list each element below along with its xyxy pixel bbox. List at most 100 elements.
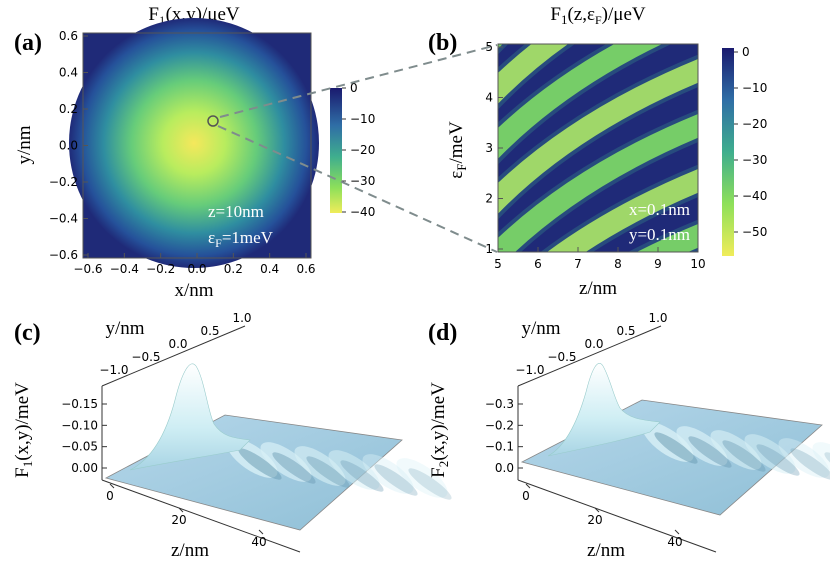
panel-a-y-tick-label: 0.6 bbox=[59, 29, 78, 43]
panel-d-y-tick-label: 1.0 bbox=[648, 311, 667, 325]
panel-d-ripple bbox=[676, 426, 728, 466]
panel-c-ylabel: y/nm bbox=[105, 318, 144, 339]
panel-a-x-tick-label: −0.6 bbox=[73, 262, 102, 276]
panel-d-z-tick-label: −0.1 bbox=[485, 440, 514, 454]
panel-c-zlabel: F1(x,y)/meV bbox=[12, 382, 35, 478]
panel-d-ylabel: y/nm bbox=[521, 318, 560, 339]
panel-d-label: (d) bbox=[428, 320, 457, 346]
panel-d-z-tick-label: 0.0 bbox=[495, 461, 514, 475]
panel-c-y-tick-label: 0.0 bbox=[168, 337, 187, 351]
panel-a-annotation-z: z=10nm bbox=[208, 202, 264, 221]
panel-b-band-halo bbox=[498, 44, 576, 110]
panel-b-y-tick-label: 1 bbox=[485, 242, 493, 256]
panel-b-colorbar-tick-label: −40 bbox=[742, 189, 767, 203]
panel-c-x-tick-mark bbox=[258, 529, 264, 535]
panel-c-y-tick-label: 0.5 bbox=[200, 324, 219, 338]
panel-b-x-tick-label: 8 bbox=[614, 257, 622, 271]
panel-b-y-ticks: 5 4 3 2 1 bbox=[485, 40, 503, 256]
panel-a: (a) F₁(x,y)/μeV −0.6 −0.4 −0.2 0.0 0.2 0.4 0.6… bbox=[14, 4, 375, 301]
panel-d-z-ticks: −0.3 −0.2 −0.1 0.0 bbox=[485, 397, 523, 475]
connector-line-bottom bbox=[217, 125, 498, 253]
panel-a-annotation-eps: εF=1meV bbox=[208, 228, 274, 250]
panel-a-y-tick-label: −0.2 bbox=[49, 175, 78, 189]
panel-a-y-ticks: 0.6 0.4 0.2 0.0 −0.2 −0.4 −0.6 bbox=[49, 29, 88, 262]
panel-b-colorbar-tick-label: −10 bbox=[742, 81, 767, 95]
panel-b-colorbar-ticks: 0 −10 −20 −30 −40 −50 bbox=[734, 45, 767, 239]
panel-c-x-ticks: 0 20 40 bbox=[106, 483, 267, 549]
panel-d-ripple bbox=[710, 430, 762, 470]
panel-b-y-tick-label: 3 bbox=[485, 141, 493, 155]
panel-c-x-tick-label: 20 bbox=[171, 513, 186, 527]
panel-a-colorbar-tick-label: −30 bbox=[350, 174, 375, 188]
panel-b-x-tick-label: 10 bbox=[690, 257, 705, 271]
panel-c-peak bbox=[129, 363, 251, 471]
panel-a-colorbar-ticks: 0 −10 −20 −30 −40 bbox=[342, 81, 375, 219]
panel-b-x-tick-label: 7 bbox=[574, 257, 582, 271]
panel-d-x-tick-mark bbox=[525, 483, 531, 489]
panel-c-z-tick-label: −0.15 bbox=[61, 397, 98, 411]
panel-c-ripple bbox=[396, 458, 448, 498]
panel-a-x-tick-label: 0.2 bbox=[224, 262, 243, 276]
panel-d-y-axis bbox=[517, 325, 662, 387]
panel-c-ripple-shadow bbox=[340, 460, 384, 492]
panel-b-colorbar-tick-label: −30 bbox=[742, 153, 767, 167]
panel-a-x-tick-label: −0.2 bbox=[146, 262, 175, 276]
panel-c-ripple-shadow bbox=[238, 448, 282, 480]
panel-c-x-tick-mark bbox=[178, 507, 184, 513]
panel-b-x-tick-label: 9 bbox=[654, 257, 662, 271]
panel-d-y-tick-label: −1.0 bbox=[515, 363, 544, 377]
panel-d-y-tick-label: 0.5 bbox=[616, 324, 635, 338]
panel-d-x-axis bbox=[517, 479, 717, 553]
panel-c: (c) −0.15 −0.10 −0.05 0.00 0 20 40 −1.0−0.5 0.… bbox=[12, 311, 452, 561]
panel-c-ripple-shadow bbox=[272, 452, 316, 484]
panel-c-y-tick-label: 1.0 bbox=[232, 311, 251, 325]
panel-c-ripple bbox=[260, 442, 312, 482]
panel-d-z-tick-label: −0.2 bbox=[485, 418, 514, 432]
panel-a-marker bbox=[207, 115, 219, 127]
panel-a-ylabel: y/nm bbox=[14, 125, 35, 164]
panel-b: (b) F1(z,εF)/μeV 5 6 7 8 9 10 5 4 3 2 1 z/nm εF/m… bbox=[428, 4, 767, 299]
panel-b-y-tick-label: 2 bbox=[485, 192, 493, 206]
panel-d: (d) −0.3 −0.2 −0.1 0.0 0 20 40 −1.0−0.5 0.0 0.5… bbox=[428, 311, 830, 561]
panel-a-y-tick-label: 0.2 bbox=[59, 102, 78, 116]
panel-a-y-tick-label: −0.6 bbox=[49, 248, 78, 262]
panel-b-xlabel: z/nm bbox=[579, 278, 617, 299]
panel-a-colorbar bbox=[330, 88, 342, 213]
panel-d-zlabel: F2(x,y)/meV bbox=[428, 382, 451, 478]
panel-b-ylabel: εF/meV bbox=[446, 121, 469, 179]
panel-b-band-halo bbox=[540, 164, 698, 252]
panel-d-ripple bbox=[778, 438, 830, 478]
panel-d-ripple-shadow bbox=[722, 440, 766, 472]
panel-d-x-tick-label: 0 bbox=[522, 489, 530, 503]
panel-d-ripples bbox=[642, 422, 830, 484]
panel-c-xlabel: z/nm bbox=[171, 540, 209, 561]
panel-b-colorbar bbox=[722, 48, 734, 256]
panel-a-label: (a) bbox=[14, 30, 42, 56]
panel-d-peak bbox=[547, 363, 661, 457]
panel-c-x-tick-mark bbox=[109, 483, 115, 489]
panel-d-x-ticks: 0 20 40 bbox=[522, 483, 683, 549]
panel-a-x-tick-label: 0.4 bbox=[260, 262, 279, 276]
panel-a-colorbar-tick-label: −40 bbox=[350, 205, 375, 219]
panel-b-x-tick-label: 6 bbox=[534, 257, 542, 271]
panel-c-label: (c) bbox=[14, 320, 41, 346]
panel-c-z-ticks: −0.15 −0.10 −0.05 0.00 bbox=[61, 397, 107, 475]
panel-c-y-axis bbox=[101, 325, 246, 387]
panel-d-ripple-shadow bbox=[756, 444, 800, 476]
panel-c-z-tick-label: −0.05 bbox=[61, 440, 98, 454]
panel-c-x-tick-label: 0 bbox=[106, 489, 114, 503]
panel-d-x-tick-mark bbox=[594, 507, 600, 513]
panel-c-ripple-shadow bbox=[408, 468, 452, 500]
panel-d-ripple-shadow bbox=[790, 448, 830, 480]
panel-b-y-tick-label: 4 bbox=[485, 91, 493, 105]
panel-a-colorbar-tick-label: −20 bbox=[350, 143, 375, 157]
panel-c-y-tick-label: −0.5 bbox=[131, 350, 160, 364]
panel-b-band-halo bbox=[628, 219, 698, 252]
panel-c-ripple-shadow bbox=[374, 464, 418, 496]
panel-a-y-tick-label: −0.4 bbox=[49, 212, 78, 226]
panel-c-y-ticks: −1.0−0.5 0.0 0.5 1.0 bbox=[99, 311, 251, 377]
panel-a-xlabel: x/nm bbox=[174, 280, 213, 301]
panel-d-x-tick-label: 20 bbox=[587, 513, 602, 527]
panel-b-x-tick-label: 5 bbox=[494, 257, 502, 271]
